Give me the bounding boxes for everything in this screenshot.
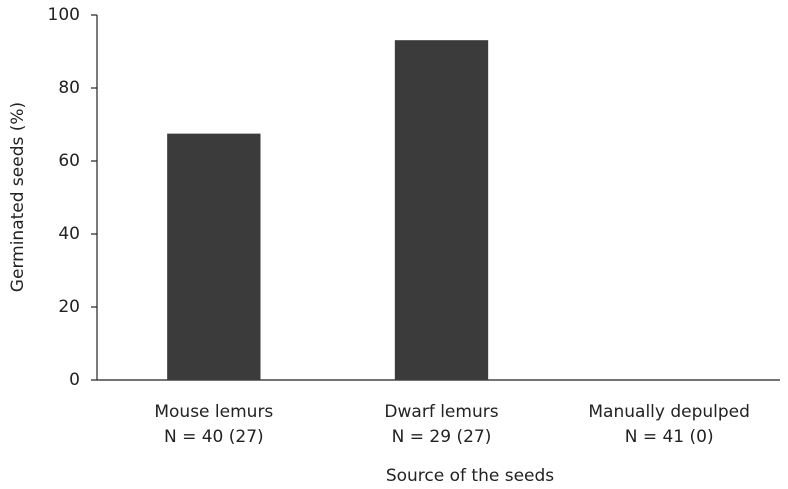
sample-size-label: N = 41 (0) (625, 427, 714, 447)
y-tick-label: 0 (69, 370, 80, 390)
y-axis-title: Germinated seeds (%) (8, 102, 28, 292)
y-tick-label: 60 (58, 151, 80, 171)
bar (167, 133, 261, 380)
bar (394, 40, 489, 381)
x-tick-label: Mouse lemurs (154, 402, 273, 422)
y-tick-label: 80 (58, 78, 80, 98)
y-tick-label: 100 (48, 5, 80, 25)
x-tick-label: Dwarf lemurs (384, 402, 498, 422)
x-axis-title: Source of the seeds (386, 466, 554, 486)
y-tick-label: 40 (58, 224, 80, 244)
sample-size-label: N = 40 (27) (164, 427, 264, 447)
x-tick-label: Manually depulped (588, 402, 750, 422)
y-tick-label: 20 (58, 297, 80, 317)
sample-size-label: N = 29 (27) (392, 427, 492, 447)
